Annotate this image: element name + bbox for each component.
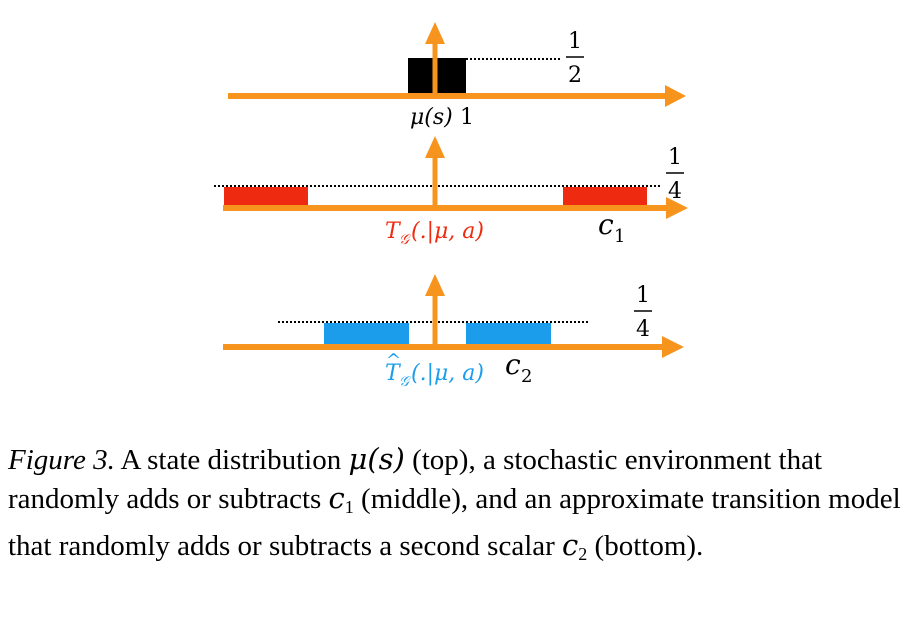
mu-s-label: μ(s) bbox=[410, 105, 453, 130]
env-args: (.|μ, a) bbox=[411, 219, 484, 244]
quarter-fraction-denominator-bottom: 4 bbox=[636, 317, 650, 342]
caption-part2: (top), a stochastic environment that ran… bbox=[8, 444, 823, 515]
model-left-bar bbox=[324, 323, 409, 347]
model-args: (.|μ, a) bbox=[411, 361, 484, 386]
bottom-panel: 1 4 ^ T 𝒢 (.|μ, a) c 2 bbox=[223, 274, 684, 390]
caption-part1: A state distribution bbox=[114, 444, 349, 476]
env-left-bar bbox=[224, 187, 308, 208]
quarter-fraction-numerator-middle: 1 bbox=[668, 145, 682, 170]
figure-caption: Figure 3. A state distribution μ(s) (top… bbox=[8, 440, 903, 573]
c1-subscript: 1 bbox=[614, 226, 625, 247]
middle-horizontal-arrowhead bbox=[666, 197, 688, 219]
env-transition-label: T 𝒢 (.|μ, a) bbox=[385, 219, 484, 248]
caption-part3: (middle), and an approximate transition … bbox=[8, 483, 901, 562]
env-G-subscript: 𝒢 bbox=[399, 232, 411, 248]
c2-label: c bbox=[505, 348, 521, 381]
env-right-bar bbox=[563, 187, 647, 208]
top-horizontal-arrowhead bbox=[665, 85, 686, 107]
state-distribution-figure: 1 2 μ(s) 1 1 4 T 𝒢 (.|μ, a) c 1 1 bbox=[214, 22, 688, 390]
bottom-vertical-arrowhead bbox=[425, 274, 445, 296]
caption-c2: c bbox=[562, 528, 579, 562]
env-T-symbol: T bbox=[385, 219, 402, 244]
quarter-fraction-denominator-middle: 4 bbox=[668, 179, 682, 204]
c2-subscript: 2 bbox=[521, 366, 532, 387]
caption-part4: (bottom). bbox=[587, 530, 704, 562]
middle-vertical-arrowhead bbox=[425, 136, 445, 158]
model-transition-label: ^ T 𝒢 (.|μ, a) bbox=[385, 350, 484, 390]
bottom-horizontal-arrowhead bbox=[662, 336, 684, 358]
caption-mu: μ(s) bbox=[348, 442, 405, 476]
model-G-subscript: 𝒢 bbox=[399, 374, 411, 390]
middle-panel: 1 4 T 𝒢 (.|μ, a) c 1 bbox=[214, 136, 688, 248]
quarter-fraction-numerator-bottom: 1 bbox=[636, 283, 650, 308]
top-panel: 1 2 μ(s) 1 bbox=[228, 22, 686, 130]
half-fraction-numerator: 1 bbox=[568, 29, 582, 54]
caption-c2-sub: 2 bbox=[578, 544, 588, 564]
half-fraction-denominator: 2 bbox=[568, 63, 582, 88]
model-T-symbol: T bbox=[385, 361, 402, 386]
one-label: 1 bbox=[460, 105, 474, 130]
caption-c1: c bbox=[328, 481, 345, 515]
caption-label: Figure 3. bbox=[8, 444, 115, 476]
c1-label: c bbox=[598, 208, 614, 241]
top-vertical-arrowhead bbox=[425, 22, 445, 44]
model-hat-symbol: ^ bbox=[386, 350, 401, 371]
caption-c1-sub: 1 bbox=[344, 497, 354, 517]
model-right-bar bbox=[466, 323, 551, 347]
